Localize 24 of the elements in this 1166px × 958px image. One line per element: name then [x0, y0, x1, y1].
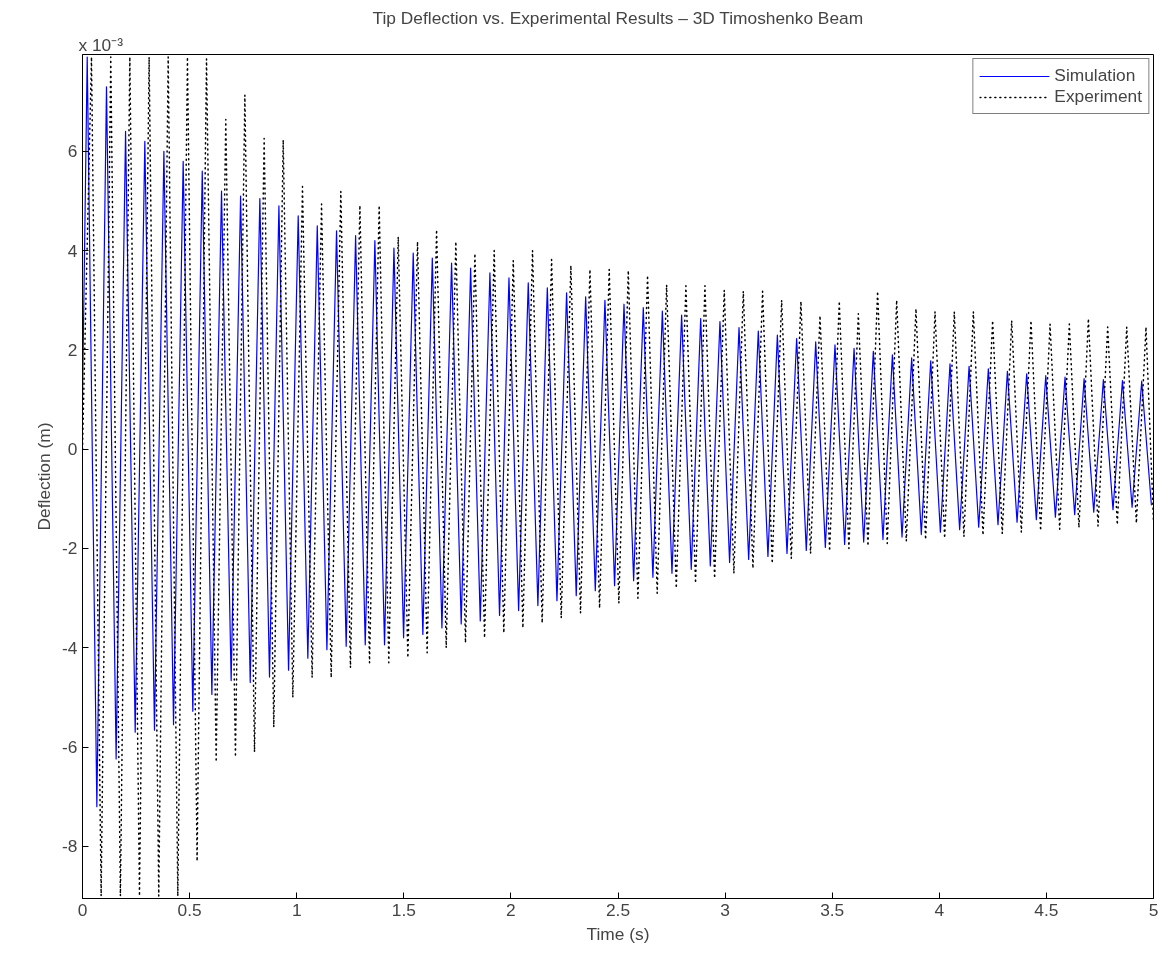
x-tick-label: 2 — [506, 899, 516, 920]
y-tick-label: 2 — [67, 339, 78, 360]
y-tick-label: 4 — [67, 240, 78, 261]
x-axis-title: Time (s) — [586, 923, 650, 944]
y-tick-label: -8 — [62, 836, 78, 857]
x-tick-label: 4 — [934, 899, 945, 920]
y-axis-title: Deflection (m) — [34, 422, 55, 531]
y-tick-label: -2 — [62, 538, 78, 559]
y-tick-label: -4 — [62, 637, 78, 658]
y-tick-label: 0 — [67, 439, 78, 460]
legend-label: Simulation — [1054, 65, 1136, 86]
x-tick-label: 2.5 — [605, 899, 631, 920]
y-tick-label: -6 — [62, 737, 78, 758]
x-tick-label: 3.5 — [820, 899, 845, 920]
x-tick-label: 0.5 — [177, 899, 202, 920]
x-tick-label: 5 — [1148, 899, 1159, 920]
chart-title: Tip Deflection vs. Experimental Results – 3D Timoshenko Beam — [372, 7, 864, 28]
annotation: x 10⁻³ — [78, 34, 124, 55]
x-tick-label: 1.5 — [391, 899, 416, 920]
legend-label: Experiment — [1054, 86, 1142, 107]
x-tick-label: 4.5 — [1034, 899, 1059, 920]
x-tick-label: 1 — [291, 899, 302, 920]
y-tick-label: 6 — [67, 141, 78, 162]
x-tick-label: 3 — [720, 899, 730, 920]
